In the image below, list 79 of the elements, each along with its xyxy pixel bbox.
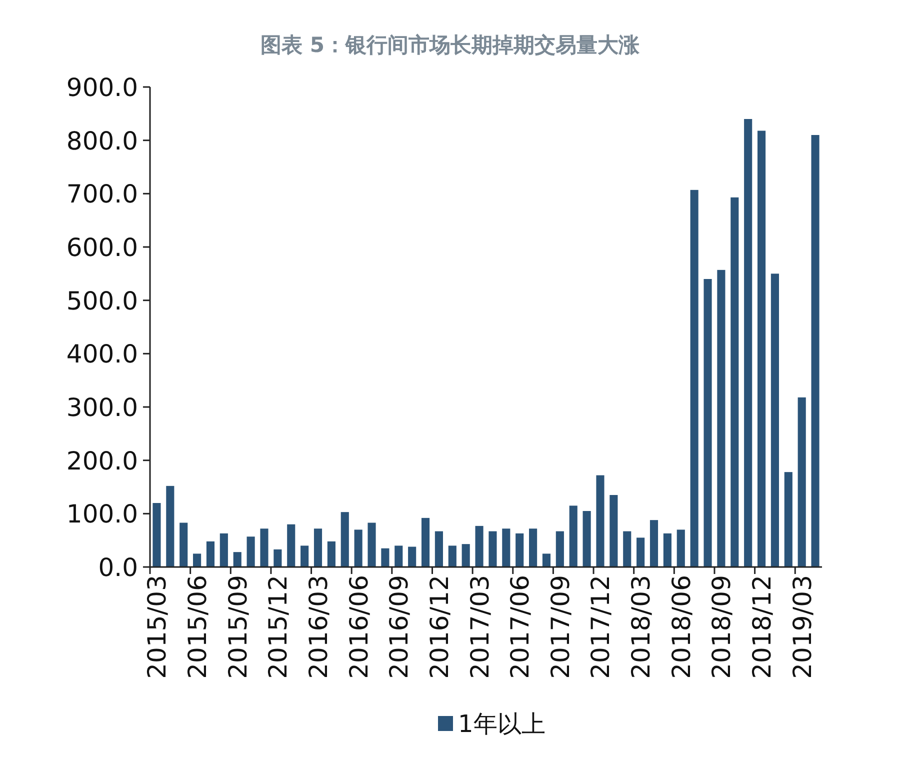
x-tick-label: 2016/12 xyxy=(424,575,454,679)
x-tick-label: 2017/09 xyxy=(546,575,575,679)
bar xyxy=(516,533,524,567)
x-tick-label: 2018/09 xyxy=(707,575,736,679)
bar xyxy=(166,486,174,567)
bar xyxy=(569,506,578,567)
bar xyxy=(368,522,376,567)
y-tick-label: 100.0 xyxy=(66,500,138,529)
bar xyxy=(502,528,510,567)
y-tick-label: 800.0 xyxy=(66,126,138,156)
bar xyxy=(287,524,296,567)
bar xyxy=(327,541,336,567)
y-tick-label: 900.0 xyxy=(66,73,138,102)
bar xyxy=(233,552,242,567)
bar xyxy=(623,531,632,567)
bar xyxy=(636,538,645,567)
x-tick-label: 2015/09 xyxy=(223,575,252,679)
x-tick-label: 2015/06 xyxy=(183,575,212,679)
y-tick-label: 0.0 xyxy=(98,553,138,582)
y-tick-label: 300.0 xyxy=(66,393,138,422)
bar xyxy=(314,528,322,567)
x-tick-label: 2016/09 xyxy=(384,575,414,679)
x-tick-label: 2017/06 xyxy=(506,575,535,679)
bar xyxy=(596,475,604,567)
bar xyxy=(448,546,456,567)
bar xyxy=(260,528,268,567)
x-tick-label: 2016/06 xyxy=(344,575,374,679)
chart-title: 图表 5：银行间市场长期掉期交易量大涨 xyxy=(260,33,640,57)
bar xyxy=(220,533,228,567)
x-tick-label: 2015/12 xyxy=(264,575,293,679)
x-tick-label: 2018/12 xyxy=(748,575,777,679)
bar xyxy=(610,495,618,567)
bar xyxy=(676,530,685,567)
bar xyxy=(811,135,820,567)
bar xyxy=(582,511,591,567)
y-tick-label: 200.0 xyxy=(66,446,138,476)
bar xyxy=(556,531,564,567)
bar xyxy=(650,520,658,567)
x-tick-label: 2017/12 xyxy=(586,575,616,679)
bar xyxy=(152,503,161,567)
bar xyxy=(475,526,484,567)
x-tick-label: 2018/06 xyxy=(666,575,696,679)
x-tick-label: 2019/03 xyxy=(788,575,817,679)
bar xyxy=(340,512,349,567)
bar xyxy=(704,279,712,567)
bar xyxy=(434,531,443,567)
bar xyxy=(246,536,255,567)
bar xyxy=(542,554,551,567)
bar xyxy=(784,472,792,567)
bar xyxy=(206,541,215,567)
bar xyxy=(408,546,416,567)
bar xyxy=(462,544,470,567)
y-tick-label: 400.0 xyxy=(66,340,138,369)
bar xyxy=(300,546,309,567)
bar xyxy=(757,130,766,567)
bar xyxy=(354,530,362,567)
x-tick-label: 2018/03 xyxy=(626,575,656,679)
bar xyxy=(180,522,188,567)
bar xyxy=(770,274,779,567)
bar xyxy=(488,531,497,567)
x-tick-label: 2015/03 xyxy=(142,575,172,679)
bar xyxy=(381,548,390,567)
bar xyxy=(744,119,752,567)
bar xyxy=(394,546,403,567)
bar xyxy=(421,518,430,567)
x-tick-label: 2016/03 xyxy=(304,575,333,679)
bar xyxy=(529,528,538,567)
bar xyxy=(274,549,282,567)
bar xyxy=(717,270,726,567)
bar xyxy=(193,554,202,567)
bar xyxy=(690,190,698,567)
y-tick-label: 600.0 xyxy=(66,233,138,262)
bar xyxy=(730,197,739,567)
y-tick-label: 500.0 xyxy=(66,286,138,316)
y-tick-label: 700.0 xyxy=(66,180,138,209)
bar xyxy=(663,533,672,567)
legend-label: 1年以上 xyxy=(458,710,546,738)
x-tick-label: 2017/03 xyxy=(465,575,494,679)
bar xyxy=(798,397,806,567)
